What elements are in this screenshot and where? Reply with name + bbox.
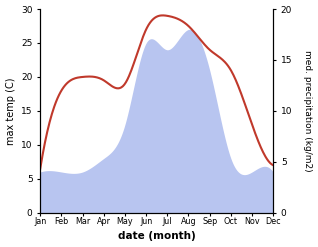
Y-axis label: max temp (C): max temp (C) <box>5 77 16 145</box>
X-axis label: date (month): date (month) <box>118 231 196 242</box>
Y-axis label: med. precipitation (kg/m2): med. precipitation (kg/m2) <box>303 50 313 172</box>
